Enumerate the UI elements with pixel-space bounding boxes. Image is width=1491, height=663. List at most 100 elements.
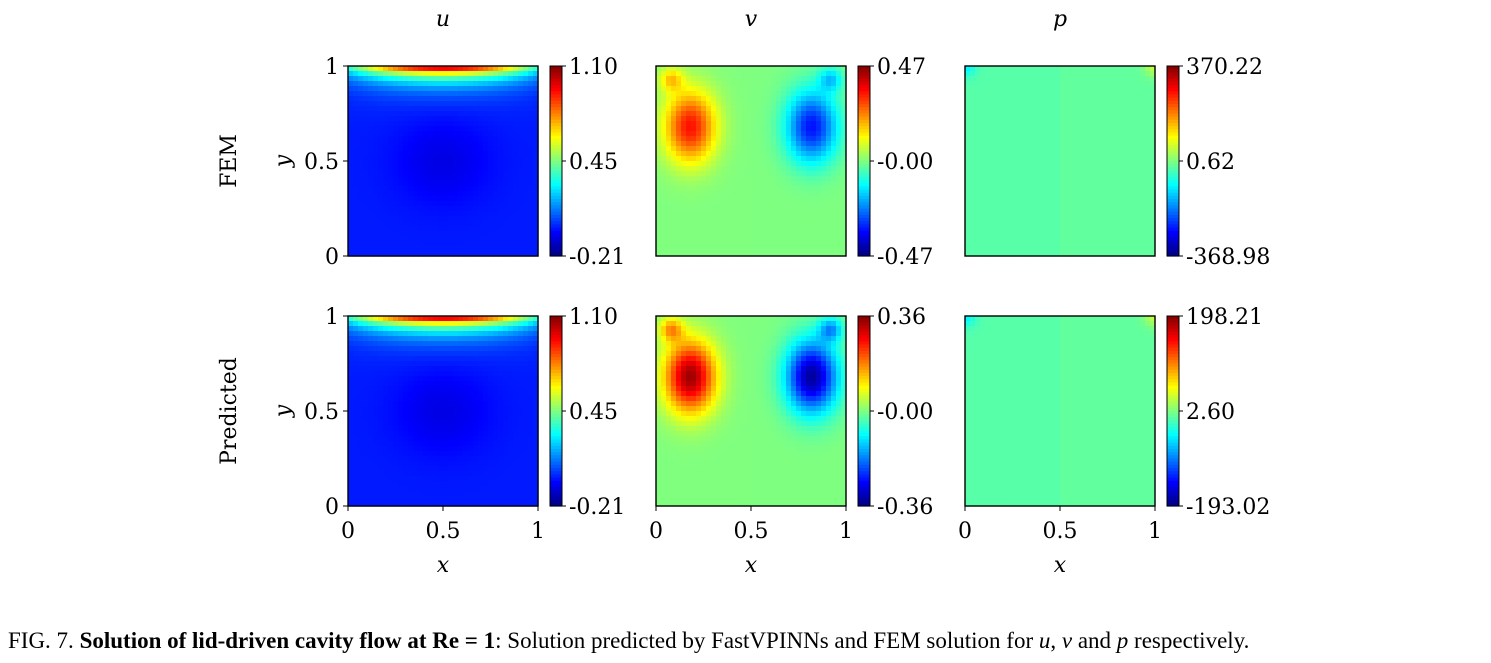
heatmap-cell bbox=[453, 131, 459, 137]
heatmap-cell bbox=[711, 151, 717, 157]
heatmap-cell bbox=[980, 216, 986, 222]
colorbar-step bbox=[550, 157, 562, 162]
heatmap-cell bbox=[463, 86, 469, 92]
heatmap-cell bbox=[716, 101, 722, 107]
heatmap-cell bbox=[1055, 191, 1061, 197]
heatmap-cell bbox=[1145, 146, 1151, 152]
heatmap-cell bbox=[443, 166, 449, 172]
heatmap-cell bbox=[513, 86, 519, 92]
heatmap-cell bbox=[348, 216, 354, 222]
heatmap-cell bbox=[353, 456, 359, 462]
heatmap-cell bbox=[696, 106, 702, 112]
heatmap-cell bbox=[676, 156, 682, 162]
heatmap-cell bbox=[508, 181, 514, 187]
colorbar-step bbox=[1167, 97, 1179, 102]
heatmap-cell bbox=[463, 201, 469, 207]
heatmap-cell bbox=[388, 381, 394, 387]
heatmap-cell bbox=[1065, 226, 1071, 232]
heatmap-cell bbox=[831, 221, 837, 227]
heatmap-cell bbox=[701, 91, 707, 97]
heatmap-cell bbox=[433, 231, 439, 237]
heatmap-cell bbox=[786, 81, 792, 87]
heatmap-cell bbox=[691, 161, 697, 167]
heatmap-cell bbox=[771, 191, 777, 197]
heatmap-cell bbox=[1130, 246, 1136, 252]
heatmap-cell bbox=[766, 246, 772, 252]
heatmap-cell bbox=[358, 86, 364, 92]
heatmap-cell bbox=[1020, 121, 1026, 127]
heatmap-cell bbox=[418, 66, 424, 72]
heatmap-cell bbox=[771, 176, 777, 182]
heatmap-cell bbox=[691, 146, 697, 152]
heatmap-cell bbox=[831, 146, 837, 152]
heatmap-cell bbox=[448, 176, 454, 182]
heatmap-cell bbox=[1145, 66, 1151, 72]
heatmap-cell bbox=[985, 181, 991, 187]
heatmap-cell bbox=[1050, 151, 1056, 157]
heatmap-cell bbox=[533, 176, 539, 182]
heatmap-cell bbox=[368, 136, 374, 142]
heatmap-cell bbox=[1100, 71, 1106, 77]
heatmap-cell bbox=[493, 91, 499, 97]
heatmap-cell bbox=[363, 341, 369, 347]
heatmap-cell bbox=[666, 151, 672, 157]
heatmap-cell bbox=[1145, 161, 1151, 167]
heatmap-cell bbox=[348, 491, 354, 497]
heatmap-cell bbox=[726, 76, 732, 82]
heatmap-cell bbox=[721, 231, 727, 237]
heatmap-cell bbox=[686, 136, 692, 142]
heatmap-cell bbox=[661, 71, 667, 77]
heatmap-cell bbox=[448, 71, 454, 77]
heatmap-cell bbox=[1085, 206, 1091, 212]
heatmap-cell bbox=[980, 81, 986, 87]
heatmap-cell bbox=[831, 76, 837, 82]
heatmap-cell bbox=[348, 106, 354, 112]
heatmap-cell bbox=[771, 151, 777, 157]
heatmap-cell bbox=[508, 236, 514, 242]
heatmap-cell bbox=[483, 216, 489, 222]
heatmap-cell bbox=[995, 151, 1001, 157]
heatmap-cell bbox=[1140, 221, 1146, 227]
heatmap-cell bbox=[363, 106, 369, 112]
heatmap-cell bbox=[383, 81, 389, 87]
heatmap-cell bbox=[523, 226, 529, 232]
heatmap-cell bbox=[428, 131, 434, 137]
colorbar-step bbox=[1167, 75, 1179, 80]
y-tick-label: 1 bbox=[325, 55, 339, 80]
heatmap-cell bbox=[1150, 171, 1156, 177]
heatmap-cell bbox=[348, 416, 354, 422]
heatmap-cell bbox=[821, 201, 827, 207]
heatmap-cell bbox=[393, 411, 399, 417]
heatmap-cell bbox=[1035, 216, 1041, 222]
heatmap-cell bbox=[841, 101, 847, 107]
heatmap-cell bbox=[403, 81, 409, 87]
heatmap-cell bbox=[388, 156, 394, 162]
heatmap-cell bbox=[478, 66, 484, 72]
heatmap-cell bbox=[358, 71, 364, 77]
heatmap-cell bbox=[1085, 216, 1091, 222]
heatmap-cell bbox=[398, 371, 404, 377]
heatmap-cell bbox=[483, 196, 489, 202]
heatmap-cell bbox=[423, 161, 429, 167]
heatmap-cell bbox=[975, 196, 981, 202]
heatmap-cell bbox=[463, 211, 469, 217]
heatmap-cell bbox=[1020, 71, 1026, 77]
heatmap-cell bbox=[433, 226, 439, 232]
heatmap-cell bbox=[1005, 111, 1011, 117]
heatmap-cell bbox=[975, 186, 981, 192]
heatmap-cell bbox=[716, 91, 722, 97]
heatmap-cell bbox=[363, 196, 369, 202]
heatmap-cell bbox=[701, 121, 707, 127]
heatmap-cell bbox=[388, 251, 394, 257]
heatmap-cell bbox=[1070, 191, 1076, 197]
heatmap-cell bbox=[711, 101, 717, 107]
heatmap-cell bbox=[423, 216, 429, 222]
heatmap-cell bbox=[756, 201, 762, 207]
heatmap-cell bbox=[1055, 136, 1061, 142]
heatmap-cell bbox=[980, 211, 986, 217]
heatmap-cell bbox=[358, 436, 364, 442]
heatmap-cell bbox=[478, 161, 484, 167]
heatmap-cell bbox=[811, 116, 817, 122]
heatmap-cell bbox=[418, 151, 424, 157]
heatmap-cell bbox=[741, 186, 747, 192]
